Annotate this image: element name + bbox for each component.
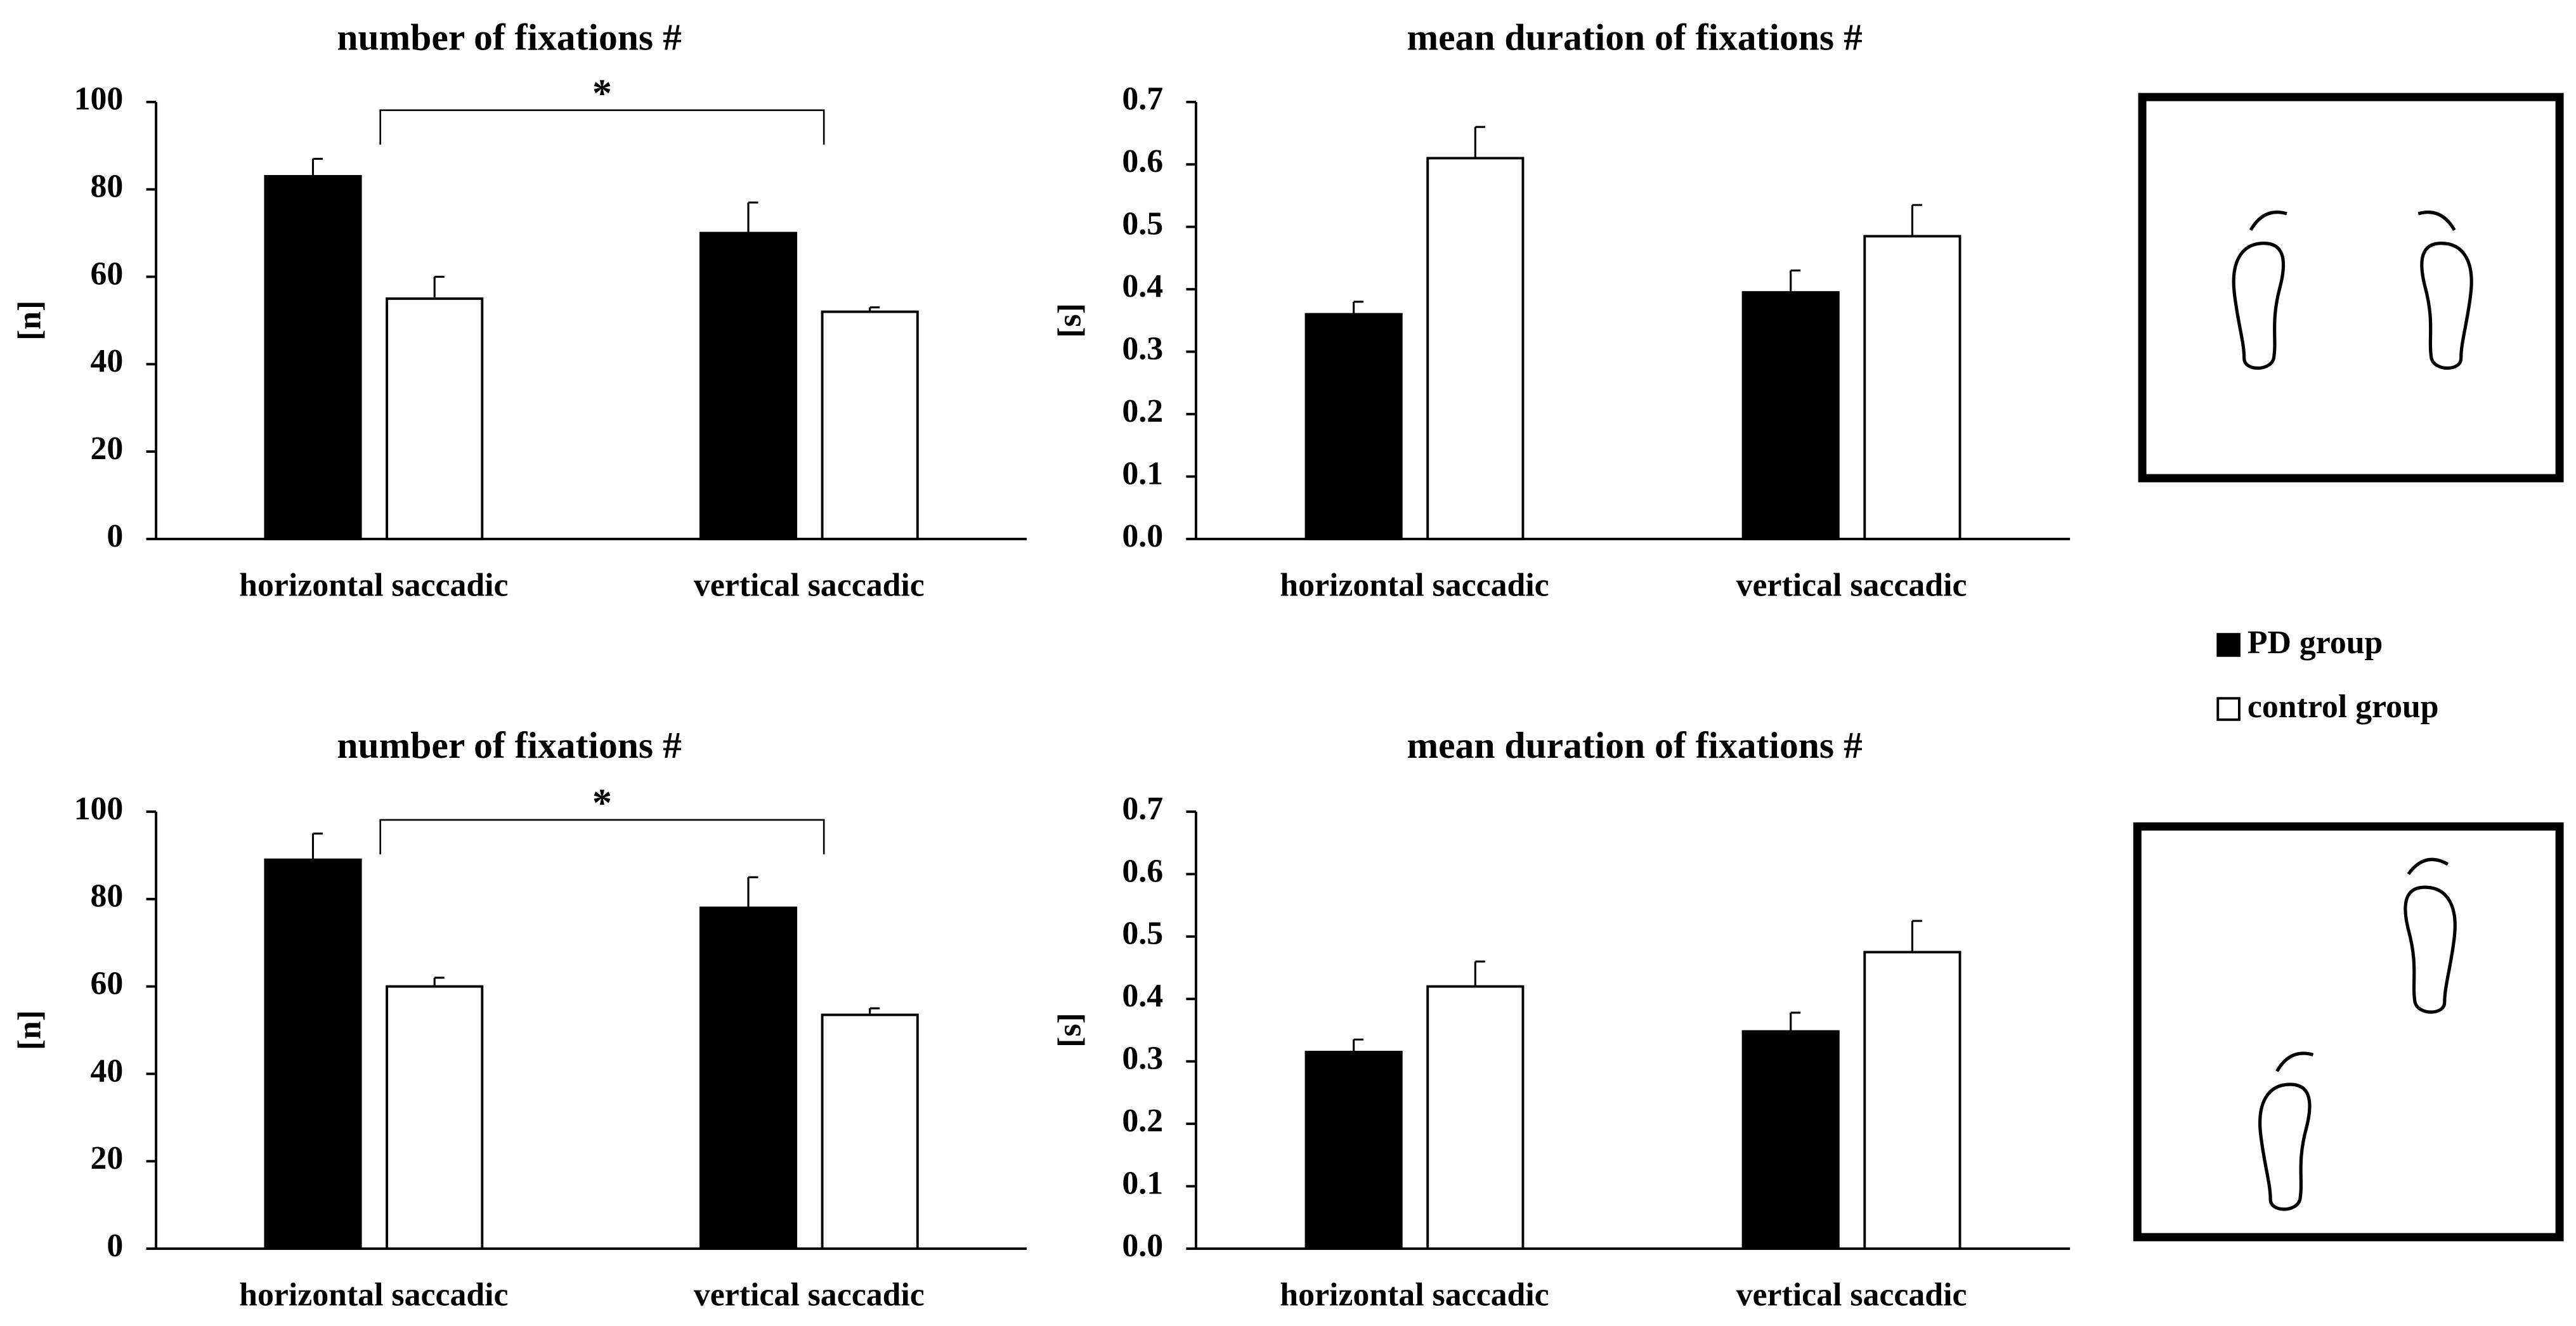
y-axis-label: [n] (12, 1010, 48, 1050)
y-tick-label: 60 (90, 256, 123, 292)
bar (1741, 291, 1840, 540)
error-bar (1911, 920, 1922, 952)
x-tick-label: vertical saccadic (1736, 1277, 1967, 1313)
x-tick-label: vertical saccadic (694, 568, 925, 604)
significance-marker: * (592, 781, 612, 824)
error-bar (433, 275, 445, 299)
y-tick-label: 0.2 (1122, 393, 1163, 429)
chart-title: mean duration of fixations # (1407, 16, 1862, 58)
stance-panel-parallel (2138, 93, 2564, 483)
error-bar (1474, 126, 1485, 159)
legend-swatch (2216, 697, 2241, 721)
y-tick-label: 0.3 (1122, 330, 1163, 367)
y-tick-label: 0.1 (1122, 1165, 1163, 1201)
y-axis-label: [s] (1052, 1013, 1088, 1048)
x-tick-label: horizontal saccadic (239, 568, 508, 604)
chart-title: number of fixations # (337, 16, 681, 58)
error-bar (311, 832, 323, 860)
y-tick-label: 0.7 (1122, 81, 1163, 117)
error-bar (747, 876, 758, 908)
y-tick-label: 100 (74, 791, 124, 827)
x-tick-label: horizontal saccadic (239, 1277, 508, 1313)
y-tick-label: 0.4 (1122, 268, 1163, 304)
y-tick-label: 80 (90, 169, 123, 205)
bar (1863, 951, 1961, 1250)
error-bar (1353, 1038, 1364, 1052)
y-tick-label: 0.0 (1122, 518, 1163, 554)
y-axis-label: [n] (12, 301, 48, 341)
bar (1304, 313, 1403, 540)
x-tick-label: horizontal saccadic (1280, 1277, 1549, 1313)
error-bar (1790, 1011, 1801, 1032)
significance-bracket (379, 109, 825, 145)
y-axis-label: [s] (1052, 303, 1088, 338)
legend-swatch (2216, 633, 2241, 657)
error-bar (433, 977, 445, 987)
y-tick-label: 0.5 (1122, 206, 1163, 242)
error-bar (1353, 301, 1364, 315)
y-tick-label: 20 (90, 1140, 123, 1176)
y-tick-label: 0.6 (1122, 143, 1163, 179)
y-tick-label: 0.6 (1122, 853, 1163, 889)
bar (1426, 985, 1525, 1250)
error-bar (747, 201, 758, 233)
bar (264, 858, 362, 1250)
y-tick-label: 40 (90, 343, 123, 379)
bar (1741, 1030, 1840, 1250)
error-bar (1474, 960, 1485, 987)
y-tick-label: 0.2 (1122, 1103, 1163, 1139)
legend-label: control group (2247, 689, 2439, 725)
error-bar (869, 1007, 880, 1015)
y-tick-label: 0.7 (1122, 791, 1163, 827)
y-tick-label: 0.1 (1122, 455, 1163, 491)
y-tick-label: 20 (90, 431, 123, 467)
bar (821, 310, 919, 540)
bar (386, 985, 484, 1250)
bar (1304, 1051, 1403, 1250)
y-tick-label: 0 (107, 1228, 123, 1264)
error-bar (1911, 204, 1922, 237)
y-tick-label: 40 (90, 1053, 123, 1089)
x-tick-label: horizontal saccadic (1280, 568, 1549, 604)
stance-panel-tandem (2133, 822, 2564, 1242)
y-tick-label: 80 (90, 878, 123, 914)
error-bar (869, 306, 880, 312)
significance-bracket (379, 819, 825, 855)
y-tick-label: 60 (90, 965, 123, 1001)
y-tick-label: 0.0 (1122, 1228, 1163, 1264)
error-bar (1790, 270, 1801, 293)
y-tick-label: 0.3 (1122, 1041, 1163, 1077)
x-tick-label: vertical saccadic (694, 1277, 925, 1313)
y-tick-label: 100 (74, 81, 124, 117)
significance-marker: * (592, 72, 612, 115)
chart-title: number of fixations # (337, 724, 681, 766)
bar (821, 1013, 919, 1250)
bar (264, 175, 362, 540)
bar (1426, 157, 1525, 540)
bar (386, 297, 484, 540)
error-bar (311, 157, 323, 176)
bar (699, 906, 798, 1250)
chart-title: mean duration of fixations # (1407, 724, 1862, 766)
y-tick-label: 0 (107, 518, 123, 554)
y-tick-label: 0.4 (1122, 978, 1163, 1014)
x-tick-label: vertical saccadic (1736, 568, 1967, 604)
legend-label: PD group (2247, 625, 2383, 661)
bar (699, 231, 798, 540)
bar (1863, 235, 1961, 540)
y-tick-label: 0.5 (1122, 916, 1163, 952)
